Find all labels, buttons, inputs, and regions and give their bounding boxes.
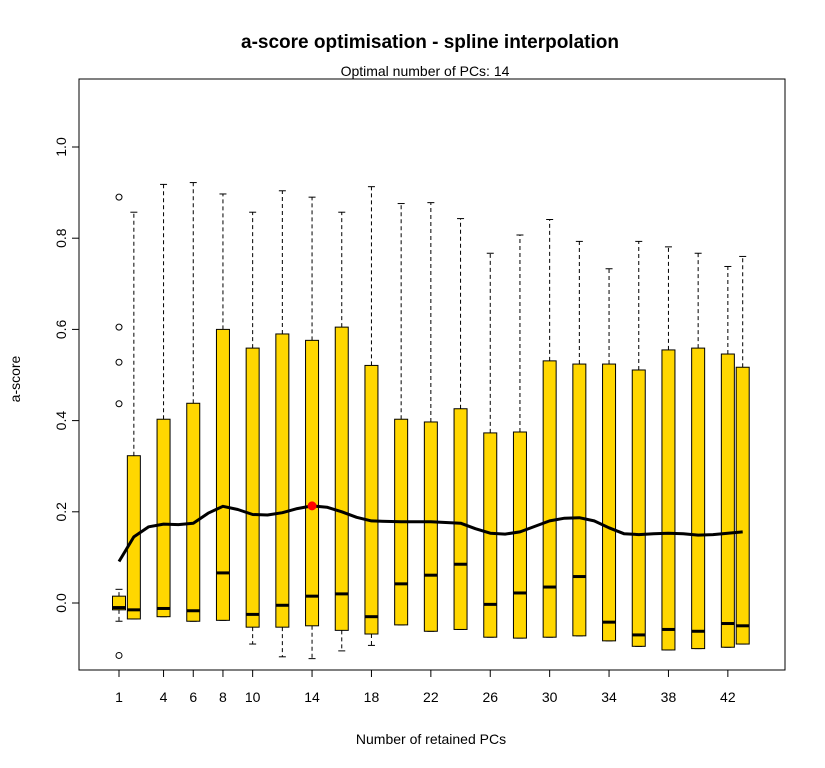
y-tick-label: 0.4	[53, 411, 69, 431]
box	[334, 326, 349, 631]
x-tick-label: 10	[245, 689, 261, 705]
plot-area: 1 4 6 8 10 14 18 22 26 30 34 38 420.00.20.40.60.81.0	[53, 78, 786, 705]
y-axis-label: a-score	[7, 355, 23, 402]
x-tick-label: 34	[601, 689, 617, 705]
box	[661, 349, 676, 651]
box	[691, 347, 706, 650]
box-outlier	[115, 400, 123, 408]
box	[483, 432, 498, 638]
box	[423, 421, 438, 632]
box	[275, 333, 290, 628]
x-tick-label: 18	[364, 689, 380, 705]
box-outlier	[115, 358, 123, 366]
y-tick-label: 0.8	[53, 228, 69, 248]
x-tick-label: 38	[661, 689, 677, 705]
y-tick-label: 0.6	[53, 319, 69, 339]
box	[453, 408, 468, 630]
box	[512, 431, 527, 639]
x-tick-label: 6	[189, 689, 197, 705]
y-tick-label: 0.2	[53, 502, 69, 522]
box	[156, 418, 171, 618]
x-axis-label: Number of retained PCs	[356, 731, 506, 747]
box	[602, 363, 617, 642]
box	[542, 360, 557, 638]
box	[631, 369, 646, 647]
y-tick-label: 1.0	[53, 137, 69, 157]
box	[245, 347, 260, 628]
x-tick-label: 22	[423, 689, 439, 705]
x-tick-label: 1	[115, 689, 123, 705]
x-tick-label: 26	[482, 689, 498, 705]
x-tick-label: 8	[219, 689, 227, 705]
box-outlier	[115, 651, 123, 659]
optimum-point	[307, 501, 317, 511]
box	[215, 328, 230, 621]
x-tick-label: 30	[542, 689, 558, 705]
box	[735, 366, 750, 645]
x-tick-label: 4	[160, 689, 168, 705]
chart-title: a-score optimisation - spline interpolat…	[241, 32, 619, 53]
spline-curve	[117, 504, 743, 563]
chart-subtitle: Optimal number of PCs: 14	[341, 63, 510, 79]
box	[305, 339, 320, 627]
y-tick-label: 0.0	[53, 593, 69, 613]
box-outlier	[115, 193, 123, 201]
box	[186, 402, 201, 622]
box	[572, 363, 587, 637]
box-outlier	[115, 323, 123, 331]
box	[364, 364, 379, 635]
x-tick-label: 14	[304, 689, 320, 705]
box	[720, 353, 735, 648]
x-tick-label: 42	[720, 689, 736, 705]
